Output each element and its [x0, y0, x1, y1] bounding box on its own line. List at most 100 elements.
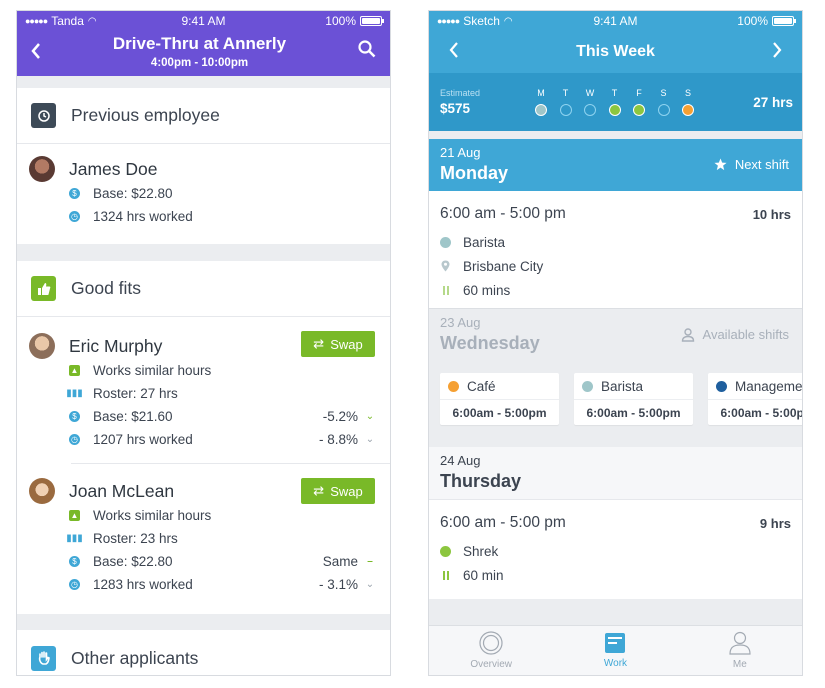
available-shifts-badge[interactable]: Available shifts [681, 327, 789, 342]
shift-card[interactable]: 6:00 am - 5:00 pm 10 hrs Barista Brisbane… [429, 191, 802, 308]
next-shift-badge: Next shift [714, 157, 789, 172]
day-date: 24 Aug [440, 453, 481, 468]
week-day: S [657, 88, 670, 116]
swap-button[interactable]: ⇄ Swap [301, 331, 375, 357]
signal-icon: ●●●●● [437, 16, 460, 26]
day-date: 21 Aug [440, 145, 481, 160]
hours-worked: 1324 hrs worked [93, 209, 193, 224]
week-day: M [535, 88, 547, 116]
available-shift-chip[interactable]: Café 6:00am - 5:00pm [440, 373, 559, 425]
shift-break: 60 min [463, 567, 504, 583]
hours-worked: 1283 hrs worked [93, 577, 193, 592]
right-phone-screen: ●●●●● Sketch ◠ 9:41 AM 100% This Week Esti… [428, 10, 803, 676]
tab-me[interactable]: Me [678, 626, 802, 675]
chip-time: 6:00am - 5:00pm [452, 405, 547, 420]
dash-icon: – [367, 556, 373, 567]
avatar [29, 333, 55, 359]
badge-label: Available shifts [702, 327, 789, 342]
chip-role: Barista [601, 378, 644, 394]
thumbs-up-icon: ▲ [69, 365, 80, 376]
clock-icon: ◷ [69, 579, 80, 590]
next-week-button[interactable] [772, 41, 782, 63]
section-title: Other applicants [71, 647, 199, 668]
estimate-caption: Estimated [440, 88, 481, 98]
tab-work[interactable]: Work [553, 626, 677, 675]
swap-label: Swap [330, 336, 363, 352]
tab-overview[interactable]: Overview [429, 626, 553, 675]
role-dot-icon [448, 380, 459, 392]
day-letter: T [611, 88, 618, 98]
candidate-name: Eric Murphy [69, 335, 163, 356]
chip-time: 6:00am - 5:00pm [586, 405, 681, 420]
shift-role: Barista [463, 234, 506, 250]
hours-worked: 1207 hrs worked [93, 432, 193, 447]
worked-delta: - 3.1% [318, 577, 358, 592]
weekly-estimate: Estimated $575 M T W T F S S 27 hrs [429, 73, 802, 131]
signal-icon: ●●●●● [25, 16, 48, 26]
swap-icon: ⇄ [313, 336, 325, 351]
estimate-amount: $575 [440, 101, 471, 116]
similar-hours: Works similar hours [93, 363, 212, 378]
role-dot-icon [440, 236, 451, 248]
pause-icon [440, 570, 451, 581]
profile-icon [729, 631, 751, 655]
day-date: 23 Aug [440, 315, 481, 330]
tab-label: Overview [470, 659, 512, 670]
location-pin-icon [440, 260, 451, 272]
dollar-icon: $ [69, 411, 80, 422]
shift-location: Brisbane City [463, 258, 544, 274]
page-title: This Week [576, 43, 655, 60]
candidate-card[interactable]: Joan McLean ▲ Works similar hours ▮▮▮ Rost… [17, 464, 390, 614]
available-shift-chip[interactable]: Barista 6:00am - 5:00pm [574, 373, 693, 425]
similar-hours: Works similar hours [93, 508, 212, 523]
employee-card[interactable]: James Doe $ Base: $22.80 ◷ 1324 hrs worked [17, 144, 390, 244]
tab-label: Work [603, 658, 628, 669]
tab-label: Me [732, 659, 747, 670]
prev-week-button[interactable] [449, 41, 459, 63]
history-icon [31, 103, 56, 128]
hand-icon [31, 645, 56, 671]
search-icon [358, 40, 376, 58]
carrier-label: Tanda [51, 14, 84, 28]
day-dot-icon [559, 104, 572, 116]
base-rate: Base: $22.80 [93, 186, 173, 201]
chevron-left-icon [31, 42, 40, 59]
day-letter: S [660, 88, 667, 98]
role-dot-icon [716, 380, 727, 392]
day-dot-icon [633, 104, 645, 116]
roster-icon: ▮▮▮ [66, 533, 83, 544]
shift-card[interactable]: 6:00 am - 5:00 pm 9 hrs Shrek 60 min [429, 499, 802, 599]
day-dot-icon [608, 104, 621, 116]
wifi-icon: ◠ [87, 15, 97, 27]
shift-time: 6:00 am - 5:00 pm [440, 205, 566, 222]
day-dot-icon [682, 104, 694, 116]
available-shift-chip[interactable]: Management 6:00am - 5:00pm [708, 373, 802, 425]
candidate-card[interactable]: Eric Murphy ▲ Works similar hours ▮▮▮ Rost… [17, 317, 390, 463]
section-title: Previous employee [71, 105, 220, 125]
section-title: Good fits [71, 278, 142, 298]
chip-role: Café [467, 378, 496, 394]
day-header-monday: 21 Aug Monday Next shift [429, 139, 802, 191]
battery-icon [360, 16, 384, 26]
week-day: S [682, 88, 694, 116]
day-letter: T [562, 88, 569, 98]
status-bar: ●●●●● Tanda ◠ 9:41 AM 100% [17, 11, 390, 31]
search-button[interactable] [358, 40, 376, 63]
swap-icon: ⇄ [313, 483, 325, 498]
divider [71, 463, 390, 464]
back-button[interactable] [31, 41, 41, 63]
previous-employee-section: Previous employee James Doe $ Base: $22.8… [17, 88, 390, 244]
week-day: T [608, 88, 621, 116]
battery-icon [772, 16, 796, 26]
person-icon [681, 327, 694, 342]
dollar-icon: $ [69, 188, 80, 199]
avatar [29, 478, 55, 504]
swap-button[interactable]: ⇄ Swap [301, 478, 375, 504]
day-letter: W [585, 88, 595, 98]
dollar-icon: $ [69, 556, 80, 567]
estimate-hours: 27 hrs [753, 94, 793, 110]
chevron-down-icon: ⌄ [365, 579, 375, 590]
badge-label: Next shift [734, 157, 789, 172]
base-delta: Same [322, 554, 358, 569]
